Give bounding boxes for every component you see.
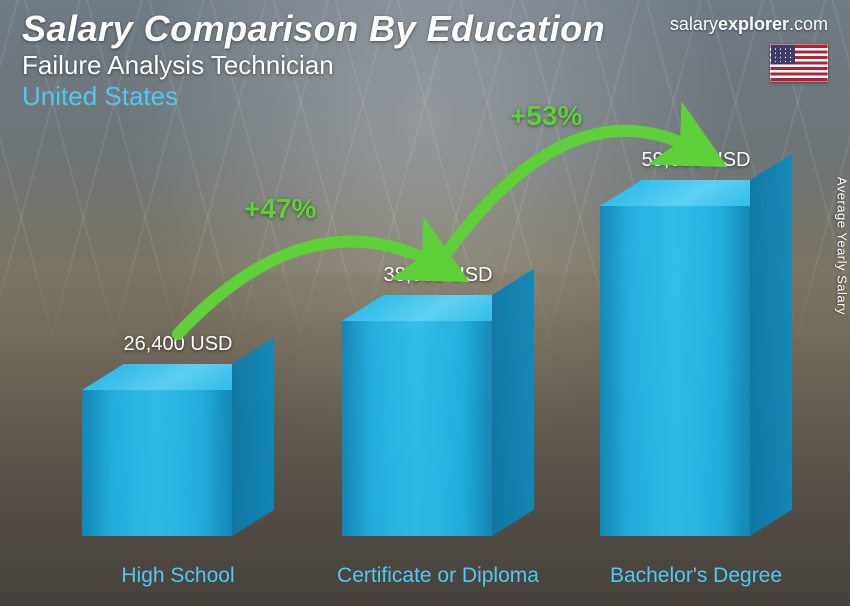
arc-label-1: +53% [510,100,582,132]
bar-value-1: 38,900 USD [338,264,538,287]
bar-0 [82,390,232,536]
bar-value-2: 59,800 USD [596,149,796,172]
yaxis-label: Average Yearly Salary [835,177,850,315]
bar-label-1: Certificate or Diploma [328,564,548,588]
bar-2 [600,206,750,536]
bar-group-1 [342,321,492,536]
bar-1 [342,321,492,536]
bar-group-2 [600,206,750,536]
bar-side-2 [750,154,792,536]
bar-side-0 [232,338,274,536]
arc-label-0: +47% [244,193,316,225]
bar-group-0 [82,390,232,536]
chart-area: 26,400 USD High School 38,900 USD Certifica… [0,0,850,606]
bar-value-0: 26,400 USD [78,333,278,356]
bar-label-2: Bachelor's Degree [586,564,806,588]
bar-label-0: High School [68,564,288,588]
bar-side-1 [492,269,534,536]
